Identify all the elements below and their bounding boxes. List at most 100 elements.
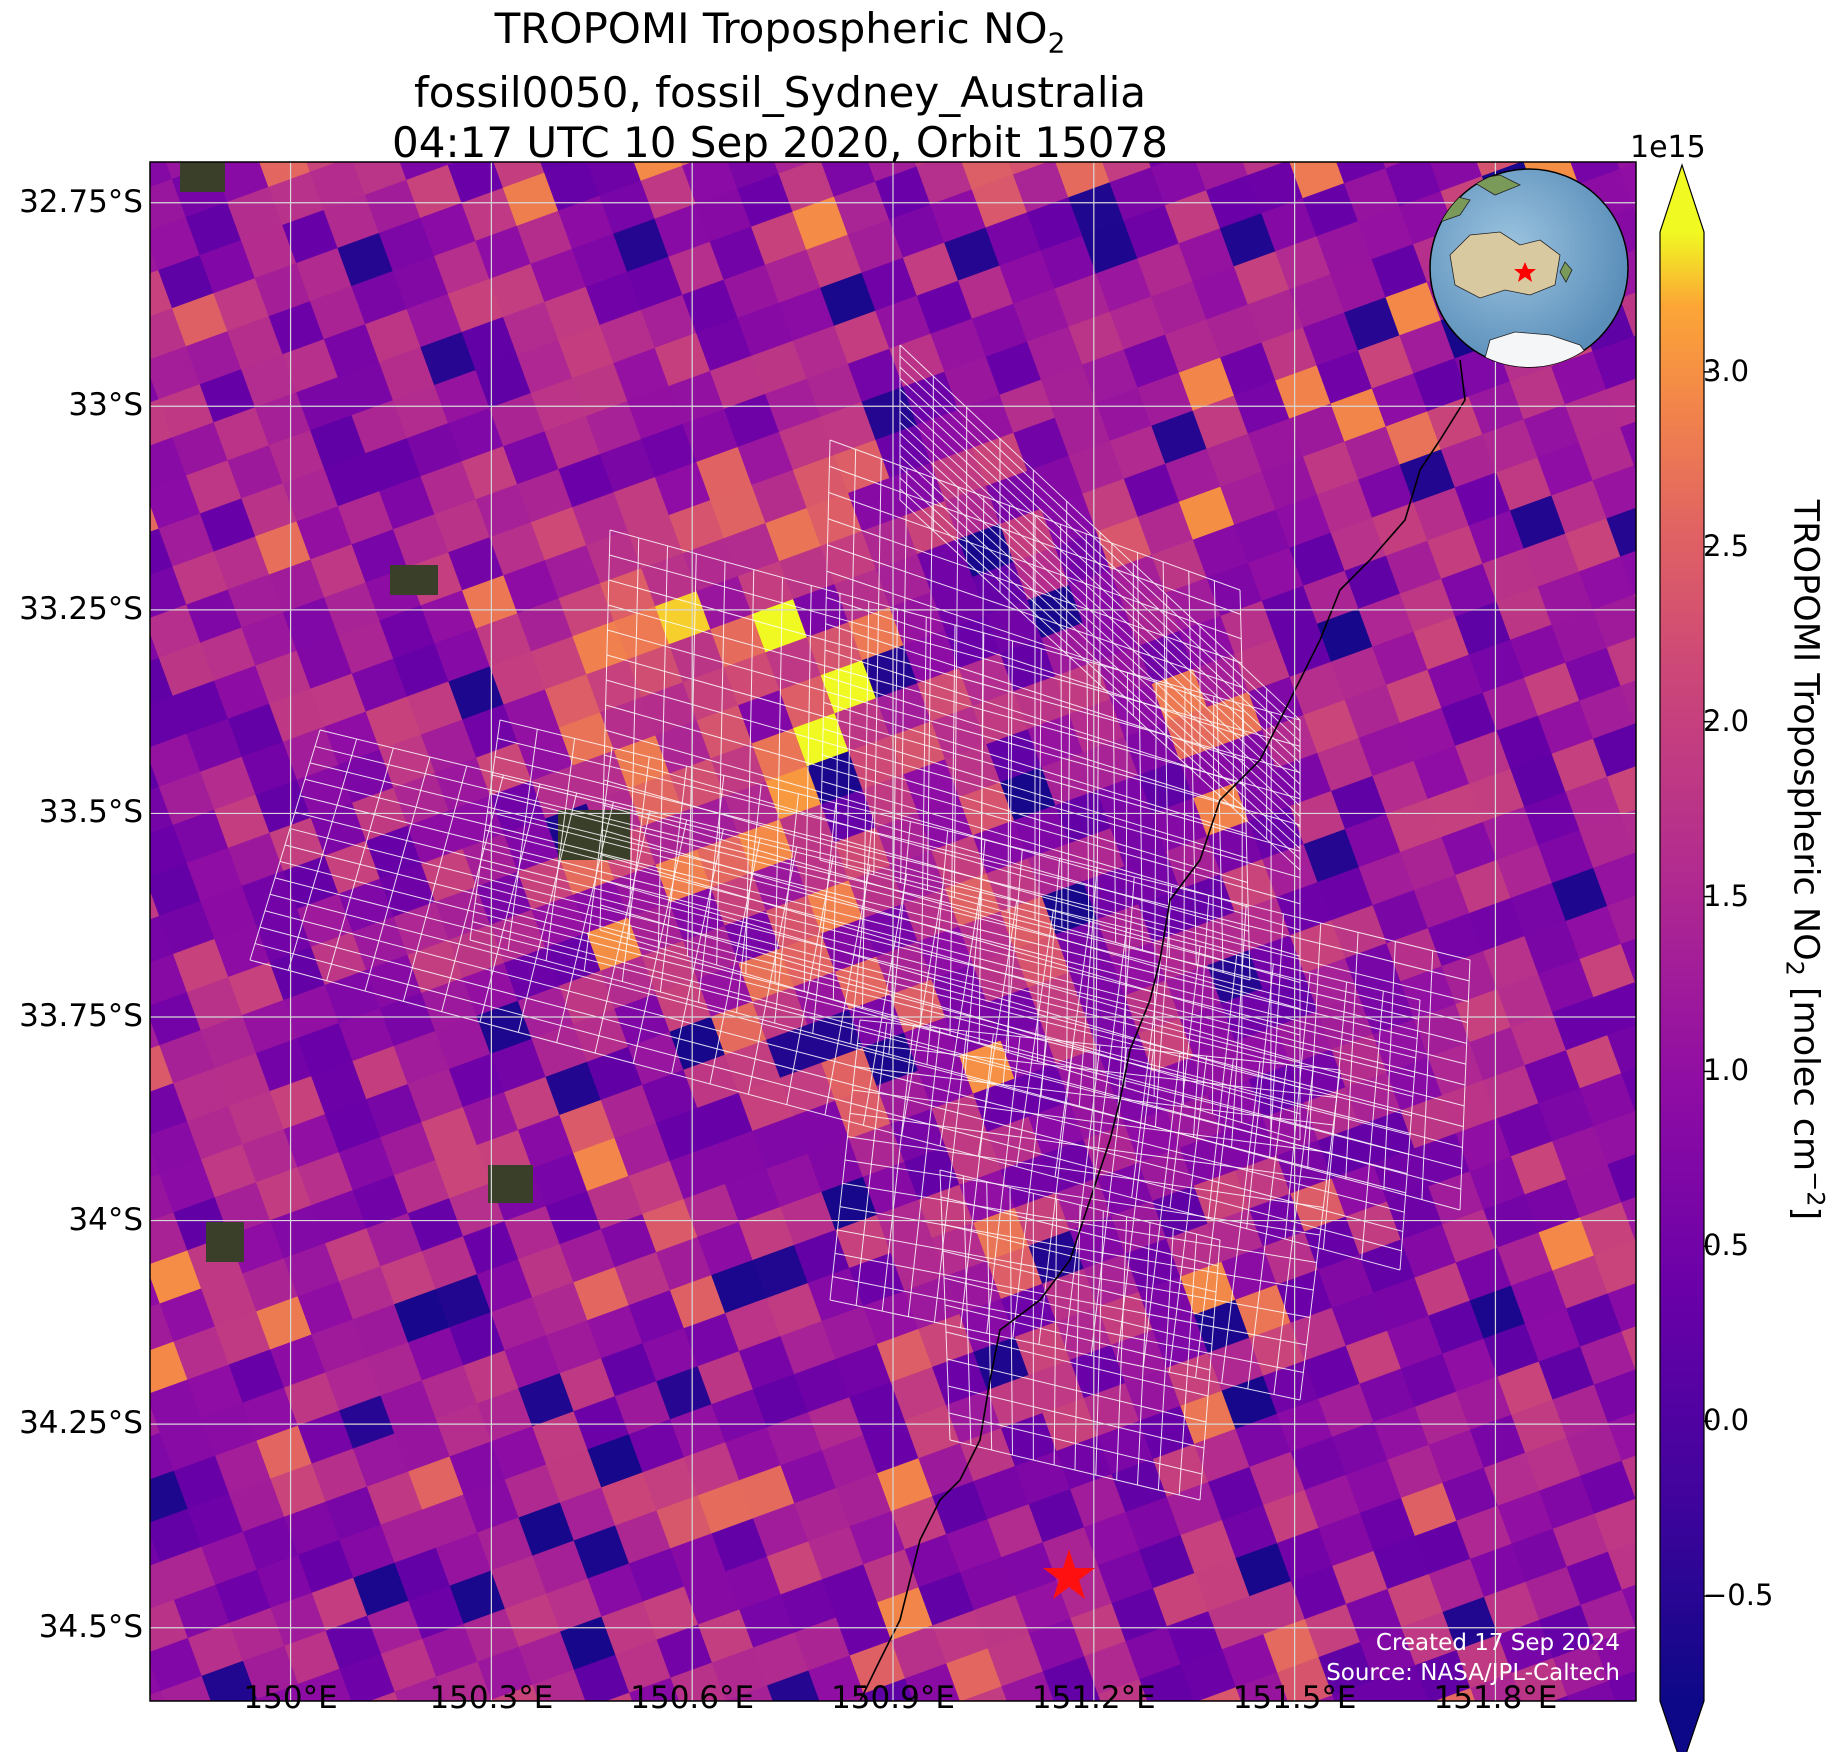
no2-pixel bbox=[862, 903, 919, 958]
no2-pixel bbox=[655, 849, 712, 904]
no2-pixel bbox=[711, 1130, 768, 1185]
no2-pixel bbox=[1263, 1489, 1320, 1544]
no2-pixel bbox=[366, 1342, 424, 1397]
no2-pixel bbox=[159, 1417, 217, 1472]
no2-pixel bbox=[1028, 1488, 1086, 1544]
no2-pixel bbox=[255, 1037, 313, 1093]
no2-pixel bbox=[489, 521, 546, 577]
no2-pixel bbox=[863, 1548, 920, 1604]
no2-pixel bbox=[1275, 494, 1332, 549]
no2-pixel bbox=[1095, 162, 1153, 184]
no2-pixel bbox=[642, 1586, 700, 1641]
no2-pixel bbox=[655, 720, 712, 775]
no2-pixel bbox=[849, 1510, 906, 1566]
no2-pixel bbox=[1180, 1648, 1238, 1701]
no2-pixel bbox=[283, 984, 340, 1039]
no2-pixel bbox=[724, 1039, 782, 1094]
no2-pixel bbox=[1537, 700, 1595, 755]
no2-pixel bbox=[214, 794, 271, 849]
no2-pixel bbox=[241, 96, 297, 150]
no2-pixel bbox=[1524, 1179, 1582, 1234]
no2-pixel bbox=[150, 162, 174, 196]
no2-pixel bbox=[1497, 1361, 1554, 1416]
no2-pixel bbox=[877, 1457, 934, 1513]
no2-pixel bbox=[546, 1578, 603, 1633]
no2-pixel bbox=[847, 348, 905, 403]
no2-pixel bbox=[256, 1683, 314, 1701]
no2-pixel bbox=[76, 543, 132, 597]
no2-pixel bbox=[1359, 1626, 1417, 1682]
no2-pixel bbox=[891, 1625, 948, 1680]
no2-pixel bbox=[752, 1115, 809, 1170]
no2-pixel bbox=[1523, 533, 1581, 588]
no2-pixel bbox=[1192, 524, 1250, 579]
no2-pixel bbox=[1537, 571, 1595, 626]
no2-pixel bbox=[1428, 1300, 1485, 1355]
no2-pixel bbox=[150, 269, 174, 325]
no2-pixel bbox=[364, 179, 422, 234]
no2-pixel bbox=[311, 1060, 368, 1116]
no2-pixel bbox=[1427, 783, 1485, 838]
no2-pixel bbox=[1509, 108, 1565, 162]
no2-pixel bbox=[199, 498, 257, 553]
no2-pixel bbox=[159, 1029, 216, 1085]
no2-pixel bbox=[1137, 243, 1194, 298]
no2-pixel bbox=[904, 1663, 962, 1701]
no2-pixel bbox=[1234, 767, 1291, 823]
no2-pixel bbox=[985, 212, 1042, 267]
no2-pixel bbox=[475, 225, 532, 280]
no2-pixel bbox=[1345, 1330, 1403, 1385]
no2-pixel bbox=[723, 393, 781, 448]
no2-pixel bbox=[559, 1228, 616, 1284]
no2-pixel bbox=[806, 363, 863, 418]
no2-pixel bbox=[1594, 1498, 1636, 1553]
no2-pixel bbox=[861, 257, 918, 312]
no2-pixel bbox=[821, 1176, 878, 1231]
no2-pixel bbox=[365, 696, 423, 751]
no2-pixel bbox=[1593, 1240, 1636, 1295]
no2-pixel bbox=[917, 796, 974, 852]
no2-pixel bbox=[819, 162, 877, 198]
no2-pixel bbox=[408, 1327, 465, 1382]
no2-pixel bbox=[1442, 1209, 1499, 1264]
no2-pixel bbox=[1304, 1474, 1361, 1529]
no2-pixel bbox=[1442, 1338, 1499, 1393]
no2-pixel bbox=[269, 559, 326, 614]
no2-pixel bbox=[806, 234, 863, 289]
no2-pixel bbox=[779, 933, 837, 988]
no2-pixel bbox=[228, 1478, 286, 1533]
no2-pixel bbox=[89, 323, 145, 377]
no2-pixel bbox=[1193, 1170, 1251, 1225]
no2-pixel bbox=[1606, 373, 1636, 429]
no2-pixel bbox=[532, 1540, 589, 1595]
no2-pixel bbox=[1592, 335, 1636, 391]
no2-pixel bbox=[172, 551, 229, 606]
no2-pixel bbox=[1220, 84, 1276, 138]
no2-pixel bbox=[1068, 440, 1126, 495]
no2-pixel bbox=[1344, 555, 1401, 610]
title-line-1: TROPOMI Tropospheric NO2 bbox=[494, 4, 1066, 60]
no2-pixel bbox=[1427, 525, 1484, 580]
no2-pixel bbox=[599, 309, 656, 364]
no2-pixel bbox=[697, 1221, 754, 1276]
no2-pixel bbox=[201, 1531, 258, 1586]
no2-pixel bbox=[986, 858, 1043, 913]
no2-pixel bbox=[1083, 1511, 1141, 1567]
no2-pixel bbox=[1566, 1680, 1624, 1701]
no2-pixel bbox=[613, 89, 669, 143]
no2-pixel bbox=[172, 422, 229, 477]
no2-pixel bbox=[1178, 99, 1234, 153]
no2-pixel bbox=[1620, 411, 1636, 467]
no2-pixel bbox=[200, 1143, 258, 1199]
no2-pixel bbox=[64, 1668, 120, 1722]
no2-pixel bbox=[930, 318, 987, 373]
no2-pixel bbox=[462, 575, 519, 630]
no2-pixel bbox=[490, 909, 547, 964]
no2-pixel bbox=[213, 406, 271, 462]
no2-pixel bbox=[737, 173, 794, 228]
no2-pixel bbox=[1413, 358, 1470, 413]
no2-pixel bbox=[1510, 624, 1567, 679]
no2-pixel bbox=[325, 1227, 382, 1283]
no2-pixel bbox=[1619, 282, 1636, 338]
no2-pixel bbox=[765, 636, 822, 692]
